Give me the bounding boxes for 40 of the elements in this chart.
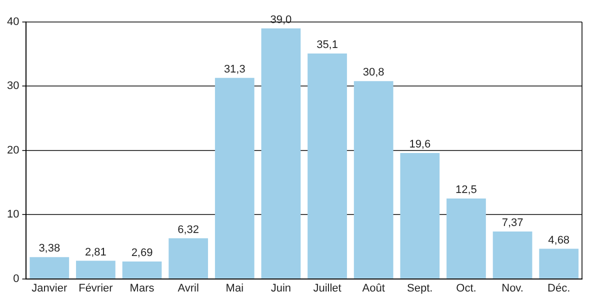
x-tick-label: Déc. [548,282,570,294]
y-tick-label: 20 [6,144,20,156]
y-tick-label: 10 [6,208,20,221]
x-tick-label: Mai [226,282,244,294]
x-tick-label: Avril [178,282,199,294]
y-tick-label: 40 [6,16,20,28]
bar [446,198,486,278]
y-tick-label: 0 [13,272,20,285]
data-label: 19,6 [409,138,431,150]
y-tick-label: 30 [6,80,20,92]
bar [30,257,70,278]
x-tick-label: Mars [130,282,155,294]
data-label: 4,68 [548,234,570,246]
bar [261,28,301,278]
data-label: 3,38 [38,242,60,255]
x-tick-label: Nov. [502,282,524,294]
x-tick-label: Juillet [313,282,342,294]
bar [122,262,162,278]
data-label: 2,69 [131,247,153,260]
x-tick-label: Oct. [456,282,476,294]
data-label: 30,8 [362,66,384,79]
data-label: 6,32 [178,224,200,236]
data-label: 35,1 [316,38,338,51]
x-tick-label: Février [78,282,114,294]
bar [168,238,208,278]
data-label: 7,37 [502,217,524,230]
bar [76,260,116,278]
bar [400,152,440,278]
data-label: 12,5 [456,184,477,196]
bar [214,78,254,278]
data-label: 2,81 [84,246,106,258]
bar [492,231,532,278]
x-tick-label: Juin [270,282,292,294]
data-label: 31,3 [224,63,246,76]
x-tick-label: Sept. [407,282,433,294]
x-tick-label: Janvier [32,282,68,294]
bar [308,53,347,278]
x-tick-label: Août [362,282,385,294]
bar [539,248,579,278]
bar [354,81,394,278]
